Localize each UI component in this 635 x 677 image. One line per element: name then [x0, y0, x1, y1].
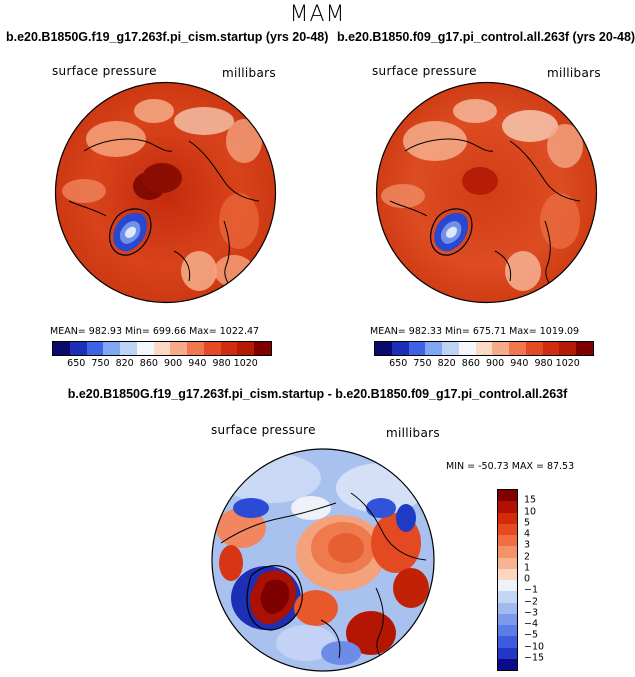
colorbar-tick-label: 10 [524, 506, 537, 517]
colorbar-swatch [498, 647, 517, 659]
colorbar-tick-label: −15 [524, 652, 545, 664]
colorbar-tick-label: −1 [524, 584, 539, 596]
colorbar-tick-label: −2 [524, 596, 539, 607]
colorbar-tick-label: 980 [534, 358, 553, 369]
diff-stats: MIN = -50.73 MAX = 87.53 [446, 461, 575, 472]
colorbar-tick-label: 4 [524, 528, 531, 540]
left-colorbar-ticks: 650 750 820 860 900 940 980 1020 [52, 358, 270, 370]
colorbar-tick-label: 2 [524, 551, 531, 562]
colorbar-swatch [498, 568, 517, 580]
colorbar-swatch [498, 591, 517, 603]
colorbar-tick-label: 980 [212, 358, 231, 369]
colorbar-swatch [498, 625, 517, 637]
right-panel-title: b.e20.B1850.f09_g17.pi_control.all.263f … [337, 30, 635, 44]
colorbar-swatch [498, 658, 517, 670]
colorbar-tick-label: −4 [524, 618, 539, 630]
colorbar-tick-label: 15 [524, 494, 537, 506]
left-stats: MEAN= 982.93 Min= 699.66 Max= 1022.47 [50, 326, 260, 337]
diff-colorbar [497, 489, 518, 671]
colorbar-swatch [408, 342, 426, 355]
colorbar-tick-label: 940 [188, 358, 207, 369]
colorbar-tick-label: 0 [524, 573, 531, 585]
right-variable-label: surface pressure [372, 64, 477, 78]
colorbar-tick-label: 860 [461, 358, 480, 369]
colorbar-swatch [498, 636, 517, 648]
left-units-label: millibars [222, 66, 276, 80]
colorbar-swatch [153, 342, 171, 355]
colorbar-swatch [498, 613, 517, 625]
colorbar-swatch [498, 512, 517, 524]
colorbar-swatch [498, 535, 517, 547]
colorbar-tick-label: 1 [524, 562, 531, 574]
colorbar-swatch [458, 342, 476, 355]
colorbar-swatch [136, 342, 154, 355]
colorbar-tick-label: 1020 [555, 358, 580, 369]
colorbar-swatch [237, 342, 255, 355]
colorbar-tick-label: 750 [413, 358, 432, 369]
colorbar-swatch [187, 342, 204, 355]
colorbar-swatch [103, 342, 121, 355]
colorbar-swatch [498, 602, 517, 614]
colorbar-tick-label: 820 [437, 358, 456, 369]
colorbar-swatch [498, 490, 517, 502]
colorbar-tick-label: −10 [524, 641, 545, 652]
colorbar-tick-label: 1020 [233, 358, 258, 369]
colorbar-swatch [391, 342, 409, 355]
colorbar-swatch [69, 342, 87, 355]
colorbar-swatch [220, 342, 238, 355]
left-panel-title: b.e20.B1850G.f19_g17.263f.pi_cism.startu… [6, 30, 329, 44]
colorbar-swatch [498, 557, 517, 569]
diff-units-label: millibars [386, 426, 440, 440]
colorbar-tick-label: 650 [67, 358, 86, 369]
left-colorbar [52, 341, 272, 356]
colorbar-tick-label: 650 [389, 358, 408, 369]
colorbar-tick-label: 940 [510, 358, 529, 369]
colorbar-swatch [542, 342, 560, 355]
colorbar-swatch [442, 342, 459, 355]
colorbar-tick-label: 900 [486, 358, 505, 369]
diff-panel-title: b.e20.B1850G.f19_g17.263f.pi_cism.startu… [67, 387, 568, 401]
colorbar-swatch [498, 501, 517, 513]
colorbar-tick-label: 3 [524, 539, 531, 551]
diff-colorbar-ticks: 15 10 5 4 3 2 1 0 −1 −2 −3 −4 −5 −10 −15 [524, 489, 564, 669]
left-polar-map [54, 81, 277, 304]
colorbar-swatch [559, 342, 577, 355]
colorbar-tick-label: 820 [115, 358, 134, 369]
colorbar-swatch [492, 342, 510, 355]
colorbar-swatch [576, 342, 593, 355]
right-colorbar [374, 341, 594, 356]
season-title: MAM [289, 2, 346, 27]
colorbar-swatch [170, 342, 188, 355]
colorbar-swatch [498, 580, 517, 592]
right-colorbar-ticks: 650 750 820 860 900 940 980 1020 [374, 358, 592, 370]
colorbar-tick-label: 900 [164, 358, 183, 369]
left-variable-label: surface pressure [52, 64, 157, 78]
colorbar-swatch [203, 342, 221, 355]
colorbar-tick-label: 5 [524, 517, 531, 529]
colorbar-swatch [498, 546, 517, 558]
colorbar-swatch [475, 342, 493, 355]
colorbar-swatch [120, 342, 137, 355]
colorbar-swatch [509, 342, 526, 355]
colorbar-tick-label: −3 [524, 607, 539, 619]
colorbar-swatch [254, 342, 271, 355]
diff-variable-label: surface pressure [211, 423, 316, 437]
colorbar-swatch [375, 342, 392, 355]
colorbar-tick-label: 750 [91, 358, 110, 369]
right-units-label: millibars [547, 66, 601, 80]
right-polar-map [375, 81, 598, 304]
colorbar-tick-label: −5 [524, 629, 539, 641]
colorbar-swatch [425, 342, 443, 355]
diff-polar-map [211, 448, 435, 672]
colorbar-tick-label: 860 [139, 358, 158, 369]
right-stats: MEAN= 982.33 Min= 675.71 Max= 1019.09 [370, 326, 580, 337]
colorbar-swatch [525, 342, 543, 355]
colorbar-swatch [53, 342, 70, 355]
colorbar-swatch [86, 342, 104, 355]
colorbar-swatch [498, 523, 517, 535]
